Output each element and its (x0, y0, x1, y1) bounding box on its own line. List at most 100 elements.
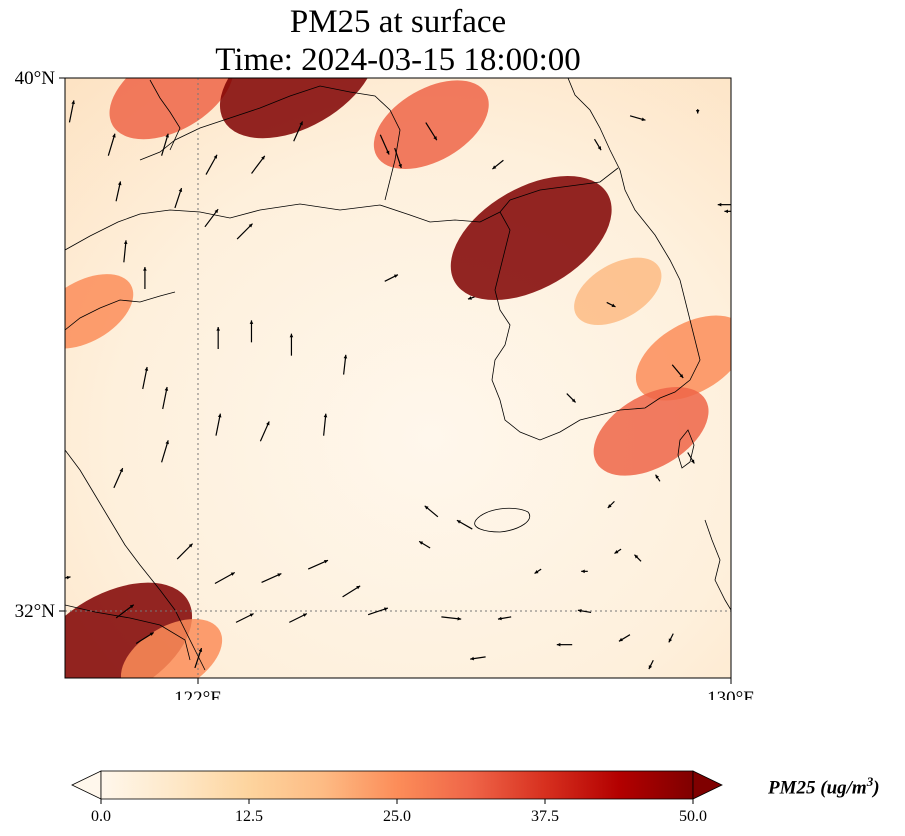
wind-arrow (115, 604, 135, 619)
pm25-hotspot-nw-korea (450, 175, 612, 301)
wind-arrow (174, 187, 183, 209)
wind-arrow (618, 634, 631, 642)
map-title-line-1: PM25 at surface (289, 4, 507, 40)
colorbar-tick-label: 50.0 (679, 808, 707, 825)
wind-arrow (671, 364, 684, 379)
wind-arrow (607, 500, 615, 509)
wind-arrow (724, 209, 731, 214)
colorbar-tick-label: 12.5 (235, 808, 263, 825)
axis-ticks (59, 77, 732, 684)
wind-arrow (534, 568, 542, 575)
tsushima-island (677, 429, 695, 469)
wind-arrow (123, 240, 128, 263)
pm25-field-background (65, 78, 731, 678)
wind-arrow (236, 223, 253, 240)
wind-arrow (668, 633, 674, 643)
wind-arrow (367, 607, 389, 616)
wind-arrow (614, 548, 622, 555)
colorbar-gradient (100, 770, 694, 800)
wind-arrow (497, 616, 512, 621)
wind-arrow (687, 452, 695, 464)
colorbar-extend-min (71, 770, 102, 800)
wind-arrow (251, 155, 266, 174)
coastline-korea-north-border (509, 167, 619, 201)
wind-arrow (115, 181, 122, 202)
colorbar-extend-max (692, 770, 723, 800)
map-title-line-2: Time: 2024-03-15 18:00:00 (215, 42, 581, 78)
wind-arrow (717, 202, 731, 207)
wind-arrow (384, 274, 399, 282)
wind-arrow (215, 413, 222, 436)
map-figure: 122°E 130°E 40°N 32°N (15, 68, 755, 700)
wind-arrow (98, 679, 111, 690)
wind-arrow (566, 393, 576, 403)
pm25-hotspot-korea-central (574, 257, 662, 326)
wind-arrow (68, 100, 75, 123)
wind-arrow (492, 159, 504, 170)
colorbar-label: PM25 (ug/m3) (768, 774, 880, 799)
wind-arrow (593, 138, 602, 151)
wind-arrow (425, 122, 438, 141)
wind-arrow (456, 519, 473, 530)
y-tick-label-32: 32°N (15, 601, 56, 622)
coastline-korea-west (491, 169, 701, 441)
wind-arrow (113, 467, 124, 489)
wind-arrow (695, 109, 700, 114)
wind-arrow (194, 647, 203, 669)
colorbar-label-superscript: 3 (866, 774, 874, 789)
wind-arrow (648, 659, 654, 670)
wind-arrow (655, 474, 661, 482)
pm25-hotspot-korea-east (635, 315, 731, 401)
wind-arrow (214, 571, 236, 585)
wind-arrow (289, 613, 308, 623)
pm25-hotspot-north-china-plain-east (109, 78, 234, 140)
wind-arrow (343, 354, 348, 375)
map-frame (64, 77, 732, 679)
colorbar-ticks: 0.0 12.5 25.0 37.5 50.0 (91, 799, 707, 825)
wind-arrow (424, 505, 439, 518)
wind-arrow (216, 327, 220, 349)
pm25-hotspot-busan (593, 387, 709, 476)
pm25-hotspot-shandong-west (65, 274, 134, 349)
wind-arrow (293, 121, 304, 142)
wind-arrow (162, 386, 169, 410)
y-tick-label-40: 40°N (15, 68, 56, 89)
wind-arrow (634, 554, 642, 562)
wind-arrow (204, 208, 219, 228)
wind-arrow (142, 366, 149, 390)
kyushu-coast (704, 519, 731, 611)
wind-arrow (441, 616, 462, 621)
wind-arrow (249, 320, 254, 343)
wind-arrow (629, 115, 646, 121)
colorbar-tick-label: 0.0 (91, 808, 111, 825)
wind-arrow (205, 154, 218, 175)
wind-arrow (65, 575, 71, 580)
wind-arrow (289, 333, 294, 356)
x-tick-label-130: 130°E (707, 688, 755, 700)
coastline-liaodong (139, 85, 401, 201)
colorbar-label-close: ) (873, 777, 880, 799)
wind-arrow (107, 133, 116, 156)
wind-arrow (261, 573, 282, 583)
coastlines (65, 78, 731, 671)
wind-arrow (342, 585, 361, 598)
gridlines (65, 78, 731, 678)
wind-arrow (176, 543, 194, 560)
wind-arrow (379, 134, 390, 155)
wind-arrow (581, 569, 588, 574)
wind-arrow (323, 413, 328, 436)
jeju-island (474, 507, 531, 533)
coastline-shandong (65, 291, 176, 331)
pm25-hotspot-liaodong-south (373, 80, 489, 169)
wind-arrow (259, 421, 270, 442)
wind-arrow (606, 301, 616, 308)
wind-arrow (161, 133, 169, 156)
wind-arrow (235, 613, 254, 623)
wind-arrow (418, 540, 431, 549)
coastline-bohai-west (149, 79, 181, 151)
coastline-north-china (65, 199, 511, 251)
colorbar-tick-label: 37.5 (531, 808, 559, 825)
wind-arrow (143, 267, 147, 289)
wind-arrow (161, 440, 169, 463)
wind-arrow (135, 631, 155, 645)
